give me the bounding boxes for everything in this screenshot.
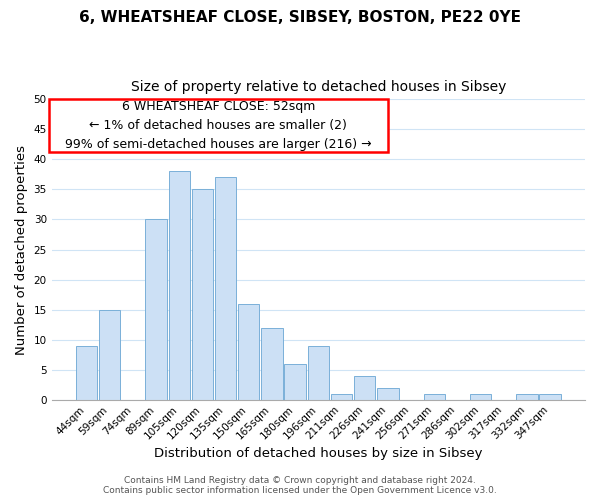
- Bar: [354, 376, 376, 400]
- Bar: [331, 394, 352, 400]
- Bar: [516, 394, 538, 400]
- Text: Contains HM Land Registry data © Crown copyright and database right 2024.
Contai: Contains HM Land Registry data © Crown c…: [103, 476, 497, 495]
- Bar: [377, 388, 398, 400]
- Bar: [238, 304, 259, 400]
- Bar: [539, 394, 561, 400]
- Bar: [424, 394, 445, 400]
- Y-axis label: Number of detached properties: Number of detached properties: [15, 144, 28, 354]
- Bar: [262, 328, 283, 400]
- Text: 6 WHEATSHEAF CLOSE: 52sqm
← 1% of detached houses are smaller (2)
99% of semi-de: 6 WHEATSHEAF CLOSE: 52sqm ← 1% of detach…: [65, 100, 371, 151]
- FancyBboxPatch shape: [49, 100, 388, 152]
- Bar: [284, 364, 306, 400]
- Text: 6, WHEATSHEAF CLOSE, SIBSEY, BOSTON, PE22 0YE: 6, WHEATSHEAF CLOSE, SIBSEY, BOSTON, PE2…: [79, 10, 521, 25]
- Bar: [308, 346, 329, 400]
- Bar: [76, 346, 97, 400]
- Bar: [145, 220, 167, 400]
- Title: Size of property relative to detached houses in Sibsey: Size of property relative to detached ho…: [131, 80, 506, 94]
- Bar: [215, 178, 236, 400]
- Bar: [470, 394, 491, 400]
- Bar: [169, 172, 190, 400]
- Bar: [99, 310, 121, 400]
- Bar: [192, 190, 213, 400]
- X-axis label: Distribution of detached houses by size in Sibsey: Distribution of detached houses by size …: [154, 447, 482, 460]
